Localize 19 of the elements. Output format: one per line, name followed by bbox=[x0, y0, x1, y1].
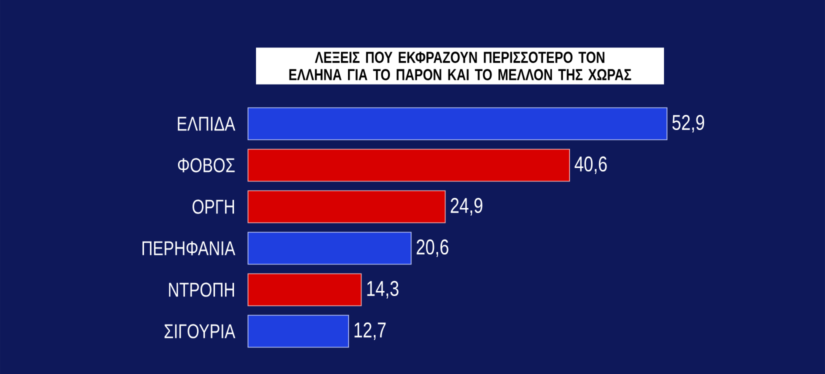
bar bbox=[248, 148, 570, 182]
y-tick-label: ΝΤΡΟΠΗ bbox=[169, 282, 234, 297]
y-tick-label: ΦΟΒΟΣ bbox=[178, 158, 235, 172]
data-label: 40,6 bbox=[574, 156, 607, 174]
y-tick-label: ΟΡΓΗ bbox=[192, 200, 234, 214]
bar bbox=[248, 314, 349, 348]
bar bbox=[248, 107, 668, 140]
data-label: 52,9 bbox=[672, 114, 704, 133]
y-tick-label: ΕΛΠΙΔΑ bbox=[178, 116, 236, 131]
data-label: 24,9 bbox=[450, 198, 482, 216]
y-tick-label: ΣΙΓΟΥΡΙΑ bbox=[164, 324, 236, 338]
bar bbox=[248, 273, 362, 306]
y-tick-label: ΠΕΡΗΦΑΝΙΑ bbox=[142, 241, 236, 256]
chart-title: ΛΕΞΕΙΣ ΠΟΥ ΕΚΦΡΑΖΟΥΝ ΠΕΡΙΣΣΟΤΕΡΟ ΤΟΝ ΕΛΛΗΝΑ ΓΙΑ ΤΟ ΠΑΡΟΝ ΚΑΙ ΤΟ ΜΕΛΛΟΝ ΤΗΣ ΧΩΡΑΣ bbox=[289, 52, 632, 80]
bar bbox=[248, 232, 412, 265]
data-label: 12,7 bbox=[354, 322, 386, 340]
bar bbox=[248, 190, 446, 224]
data-label: 14,3 bbox=[367, 280, 398, 299]
data-label: 20,6 bbox=[416, 239, 448, 258]
